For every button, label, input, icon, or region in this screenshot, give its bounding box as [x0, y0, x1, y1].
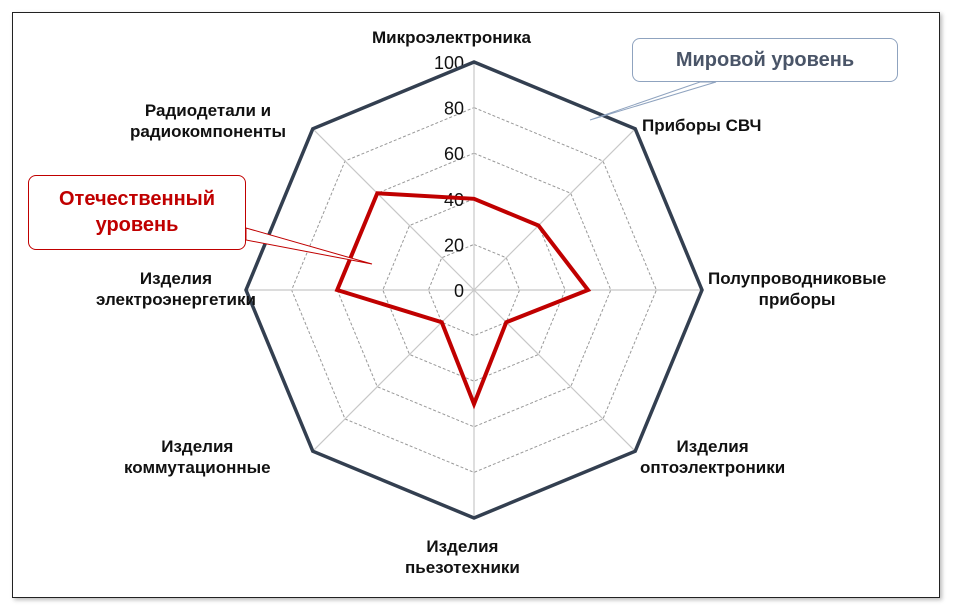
label-line: Приборы СВЧ — [642, 116, 762, 135]
callout-text: уровень — [95, 214, 179, 236]
category-label-microwave: Приборы СВЧ — [642, 115, 761, 136]
label-line: Полупроводниковые — [708, 269, 887, 288]
world-level-callout: Мировой уровень — [632, 38, 898, 82]
world-callout-pointer — [589, 81, 717, 121]
grid-spoke — [473, 128, 636, 291]
callout-text: Отечественный — [58, 188, 216, 210]
label-line: Радиодетали и — [144, 101, 272, 120]
grid-ring — [427, 243, 521, 337]
label-line: Микроэлектроника — [372, 28, 531, 47]
tick-label: 80 — [444, 99, 464, 119]
label-line: Изделия — [161, 437, 234, 456]
label-line: электроэнергетики — [96, 290, 256, 309]
tick-label: 100 — [434, 53, 464, 73]
label-line: Изделия — [676, 437, 749, 456]
chart-frame — [12, 12, 940, 598]
tick-label: 60 — [444, 144, 464, 164]
label-line: оптоэлектроники — [640, 458, 786, 477]
category-label-microelectronics: Микроэлектроника — [372, 27, 531, 48]
label-line: коммутационные — [124, 458, 271, 477]
category-label-optoelectronics: Изделия оптоэлектроники — [640, 436, 785, 478]
domestic-level-callout: Отечественный уровень — [28, 175, 246, 250]
category-label-radio-components: Радиодетали и радиокомпоненты — [130, 100, 286, 142]
tick-label: 20 — [444, 235, 464, 255]
category-label-switching: Изделия коммутационные — [124, 436, 271, 478]
label-line: приборы — [758, 290, 836, 309]
grid-spoke — [312, 289, 475, 452]
domestic-callout-pointer — [245, 227, 373, 265]
tick-label: 0 — [454, 281, 464, 301]
label-line: радиокомпоненты — [130, 122, 286, 141]
grid-spoke — [473, 289, 636, 452]
grid-ring — [382, 198, 566, 382]
category-label-power: Изделия электроэнергетики — [96, 268, 256, 310]
grid-spoke — [312, 128, 475, 291]
grid-ring — [291, 107, 657, 473]
category-label-piezo: Изделия пьезотехники — [405, 536, 520, 578]
category-label-semiconductors: Полупроводниковые приборы — [708, 268, 886, 310]
label-line: пьезотехники — [405, 558, 520, 577]
label-line: Изделия — [139, 269, 212, 288]
callout-text: Мировой уровень — [675, 49, 855, 71]
label-line: Изделия — [426, 537, 499, 556]
tick-label: 40 — [444, 190, 464, 210]
